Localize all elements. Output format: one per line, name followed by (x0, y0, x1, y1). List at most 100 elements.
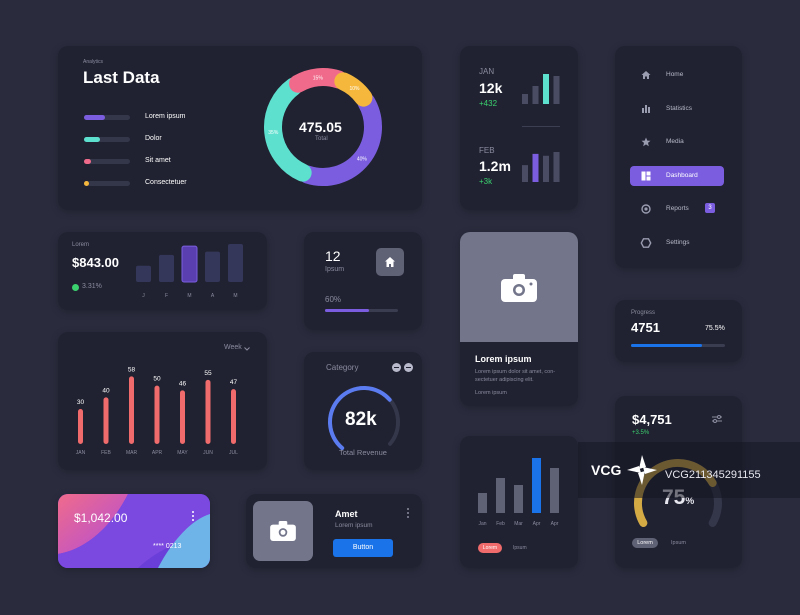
bar (478, 493, 487, 513)
amet-photo (253, 501, 313, 561)
gauge-delta: +3.5% (632, 430, 650, 436)
bar (129, 376, 134, 444)
monthly-bar-card: Jan Feb Mar Apr Apr Lorem Ipsum (460, 436, 578, 568)
bar (532, 153, 539, 182)
tick-label: APR (152, 450, 163, 456)
donut-slice (334, 72, 373, 107)
progress-value: 4751 (631, 320, 660, 335)
tick-label: Apr (551, 521, 559, 527)
card-number: **** 0213 (153, 543, 182, 550)
amet-title: Amet (335, 509, 358, 519)
bar (159, 254, 174, 282)
category-label: Total Revenue (339, 448, 387, 457)
tick-label: Mar (514, 521, 523, 527)
legend-fill (84, 181, 89, 186)
data-label: 47 (230, 379, 238, 386)
donut-slice-label: 40% (357, 156, 368, 162)
tab-lorem[interactable]: Lorem (478, 543, 502, 553)
tab-ipsum[interactable]: Ipsum (513, 545, 527, 551)
legend-label: Dolor (145, 135, 162, 142)
donut-chart: 40% 35% 15% 10% (264, 68, 382, 186)
more-vertical-icon[interactable] (192, 511, 194, 521)
legend-fill (84, 159, 91, 164)
category-gauge (328, 386, 400, 451)
progress-track (631, 344, 725, 347)
bar (231, 389, 236, 444)
sidebar-item-label: Reports (666, 205, 689, 212)
sliders-icon[interactable] (712, 415, 722, 423)
card-gradient-art (58, 494, 210, 568)
bar (78, 409, 83, 444)
week-filter[interactable]: Week (224, 344, 242, 351)
donut-center-value: 475.05 (299, 119, 342, 135)
category-title: Category (326, 363, 359, 372)
tick-label: F (165, 293, 168, 299)
sidebar-item-label: Dashboard (666, 171, 698, 179)
watermark-band (578, 442, 800, 498)
bar (228, 244, 243, 282)
category-value: 82k (345, 409, 377, 430)
lorem-label: Lorem (72, 242, 90, 248)
next-button[interactable] (404, 363, 413, 372)
sidebar-item-media[interactable]: Media (630, 132, 724, 152)
sidebar-item-statistics[interactable]: Statistics (630, 99, 724, 119)
progress-card: Progress 4751 75.5% (615, 300, 742, 362)
bar (543, 155, 549, 182)
star-icon (641, 137, 651, 147)
bar (180, 390, 185, 444)
home-icon (385, 257, 395, 267)
feb-mini-chart (522, 152, 560, 182)
gauge-tab-lorem[interactable]: Lorem (632, 538, 658, 548)
tick-label: JUN (203, 450, 213, 456)
camera-icon (501, 274, 537, 302)
more-vertical-icon[interactable] (407, 508, 409, 518)
sidebar-item-label: Settings (666, 238, 690, 246)
chevron-down-icon[interactable] (244, 347, 250, 351)
jan-delta: +432 (479, 99, 498, 108)
tick-label: A (211, 293, 215, 299)
ipsum-progress-fill (325, 309, 369, 312)
prev-button[interactable] (392, 363, 401, 372)
photo-placeholder (460, 232, 578, 342)
bar (205, 251, 220, 282)
home-button[interactable] (376, 248, 404, 276)
camera-icon (270, 521, 296, 541)
photo-link[interactable]: Lorem ipsum (475, 390, 507, 396)
gauge-percent-sign: % (685, 496, 695, 507)
stats-icon (642, 104, 650, 113)
photo-title: Lorem ipsum (475, 354, 532, 364)
payment-card[interactable]: $1,042.00 **** 0213 (58, 494, 210, 568)
donut-slice (264, 77, 312, 182)
home-icon (641, 71, 651, 79)
tick-label: FEB (101, 450, 111, 456)
legend-track (84, 115, 130, 120)
lorem-value: $843.00 (72, 255, 119, 270)
card-balance: $1,042.00 (74, 511, 128, 525)
legend-fill (84, 115, 105, 120)
tick-label: JAN (76, 450, 86, 456)
tick-label: Jan (478, 521, 486, 527)
bar (532, 458, 541, 513)
tick-label: JUL (229, 450, 238, 456)
lorem-delta: 3.31% (82, 283, 102, 290)
data-label: 58 (128, 366, 136, 373)
sidebar-item-label: Media (666, 138, 684, 145)
sidebar-item-settings[interactable]: Settings (630, 233, 724, 253)
tick-label: M (233, 293, 237, 299)
last-data-card: Analytics Last Data Lorem ipsum Dolor Sit … (58, 46, 422, 210)
ipsum-progress-text: 60% (325, 295, 342, 304)
bar (136, 265, 151, 282)
up-dot-icon (72, 284, 79, 291)
legend-track (84, 137, 130, 142)
donut-slice-label: 15% (313, 75, 324, 81)
sidebar-item-home[interactable]: Home (630, 65, 724, 85)
gauge-tab-ipsum[interactable]: Ipsum (671, 540, 686, 546)
sidebar-item-dashboard[interactable]: Dashboard (630, 165, 724, 186)
primary-button[interactable]: Button (333, 539, 393, 557)
gauge-value: $4,751 (632, 412, 672, 427)
sidebar: Home Statistics Media Dashboard Reports 3 Sett… (615, 46, 742, 268)
data-label: 40 (102, 387, 110, 394)
progress-fill (631, 344, 702, 347)
sidebar-item-reports[interactable]: Reports 3 (630, 199, 724, 219)
bar (532, 86, 539, 104)
